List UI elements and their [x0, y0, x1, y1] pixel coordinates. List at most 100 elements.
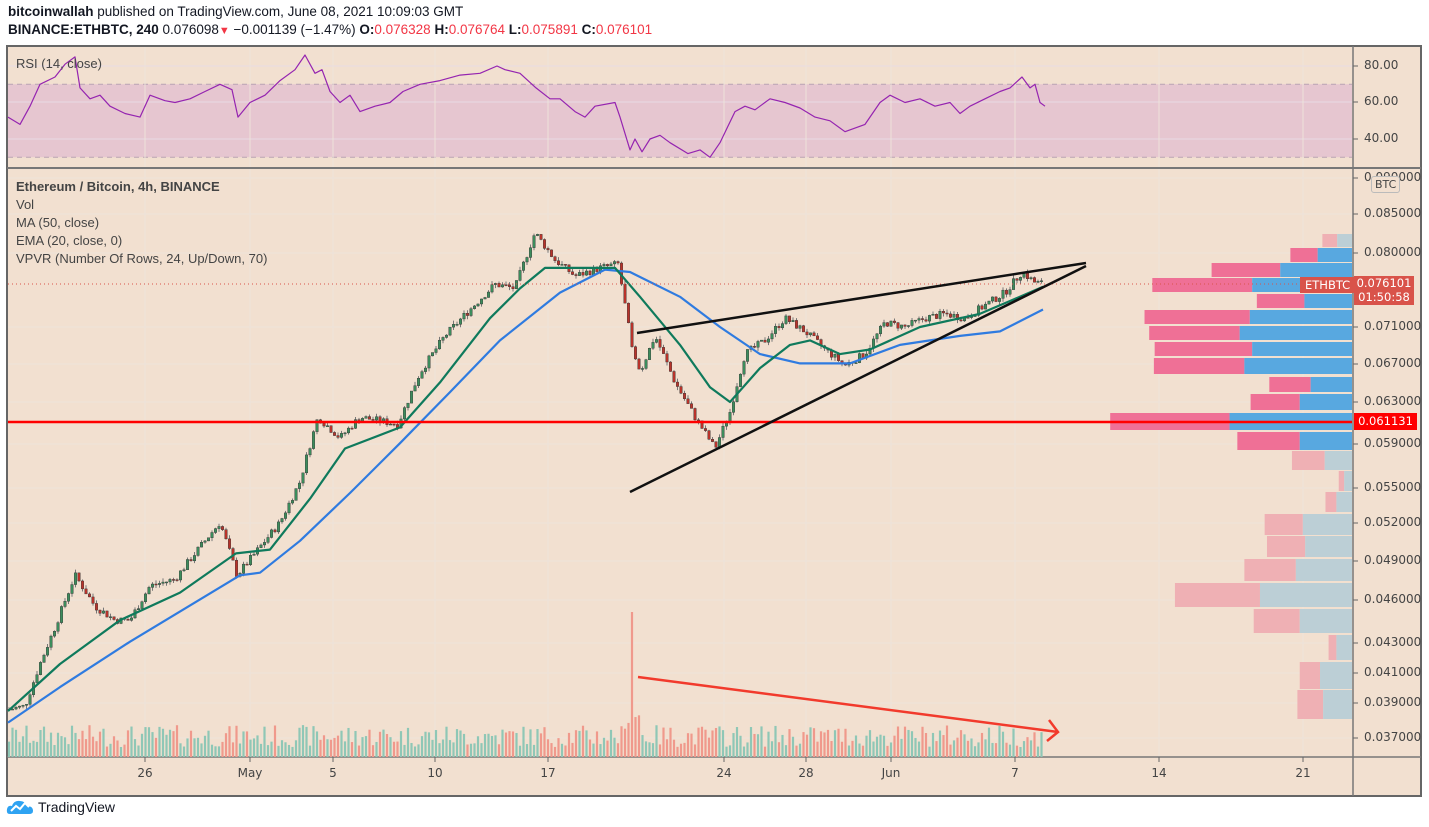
- volume-bar: [991, 742, 994, 757]
- candle-down: [368, 416, 372, 420]
- candle-up: [308, 448, 312, 456]
- volume-bar: [123, 744, 126, 757]
- candle-up: [150, 583, 154, 588]
- candle-up: [217, 526, 221, 529]
- volume-bar: [634, 717, 637, 757]
- candle-up: [70, 584, 74, 594]
- price-axis-label: 0.080000: [1364, 245, 1422, 259]
- volume-bar: [217, 746, 221, 757]
- candle-up: [73, 572, 77, 585]
- main-legend-title[interactable]: Ethereum / Bitcoin, 4h, BINANCE: [16, 179, 220, 194]
- candle-down: [550, 249, 554, 257]
- volume-bar: [417, 744, 420, 757]
- volume-bar: [459, 730, 462, 757]
- candle-up: [784, 315, 788, 324]
- candle-down: [623, 283, 627, 304]
- candle-up: [602, 264, 606, 266]
- candle-up: [858, 353, 862, 363]
- volume-bar: [56, 732, 60, 757]
- rsi-legend[interactable]: RSI (14, close): [16, 56, 102, 71]
- volume-bar: [60, 736, 63, 757]
- candle-up: [578, 272, 582, 276]
- volume-bar: [434, 730, 438, 757]
- vpvr-down-bar: [1322, 234, 1338, 247]
- volume-bar: [28, 742, 32, 757]
- currency-badge[interactable]: BTC: [1371, 176, 1401, 193]
- volume-bar: [410, 742, 413, 757]
- volume-bar: [630, 612, 634, 757]
- candle-up: [196, 546, 200, 556]
- price-axis-label: 0.049000: [1364, 553, 1422, 567]
- volume-bar: [340, 730, 343, 757]
- vpvr-down-bar: [1338, 471, 1345, 491]
- tradingview-cloud-icon: [6, 800, 34, 814]
- volume-bar: [1036, 746, 1040, 757]
- volume-bar: [119, 746, 123, 757]
- volume-bar: [886, 745, 889, 757]
- volume-bar: [466, 744, 469, 757]
- volume-bar: [1029, 740, 1033, 757]
- vpvr-down-bar: [1250, 394, 1300, 410]
- volume-legend[interactable]: Vol: [16, 197, 35, 212]
- volume-bar: [354, 730, 357, 757]
- volume-bar: [280, 740, 284, 757]
- candle-up: [1039, 280, 1043, 282]
- volume-bar: [595, 731, 599, 757]
- candle-up: [525, 257, 529, 263]
- candle-up: [343, 432, 347, 435]
- time-axis-label: 26: [137, 766, 153, 780]
- candle-down: [707, 430, 711, 440]
- candle-up: [147, 587, 151, 595]
- candle-down: [350, 427, 354, 430]
- price-axis-label: 0.063000: [1364, 394, 1422, 408]
- ma50-legend[interactable]: MA (50, close): [16, 215, 100, 230]
- vpvr-up-bar: [1323, 690, 1352, 719]
- volume-bar: [207, 730, 210, 757]
- candle-down: [949, 313, 953, 318]
- volume-bar: [326, 739, 329, 757]
- volume-bar: [95, 741, 98, 757]
- price-axis-label: 0.055000: [1364, 480, 1422, 494]
- candle-up: [501, 284, 505, 288]
- volume-bar: [865, 735, 868, 757]
- time-axis-label: 10: [427, 766, 443, 780]
- volume-bar: [1040, 732, 1043, 757]
- tradingview-logo[interactable]: TradingView: [6, 798, 115, 816]
- vpvr-down-bar: [1153, 358, 1245, 374]
- volume-bar: [914, 737, 917, 757]
- candle-up: [406, 402, 410, 408]
- volume-bar: [35, 741, 39, 757]
- candle-down: [637, 358, 641, 370]
- volume-bar: [896, 726, 900, 757]
- price-axis-label: 0.039000: [1364, 695, 1422, 709]
- candle-down: [333, 432, 337, 436]
- candle-down: [802, 325, 806, 333]
- candle-down: [630, 322, 634, 347]
- candle-down: [606, 264, 610, 266]
- volume-bar: [1008, 744, 1012, 757]
- ema20-legend[interactable]: EMA (20, close, 0): [16, 233, 123, 248]
- volume-bar: [298, 727, 301, 757]
- volume-bar: [795, 745, 798, 757]
- vpvr-legend[interactable]: VPVR (Number Of Rows, 24, Up/Down, 70): [16, 251, 268, 266]
- candle-up: [938, 311, 942, 319]
- candle-down: [658, 339, 662, 348]
- volume-bar: [662, 727, 665, 757]
- volume-bar: [70, 725, 74, 757]
- volume-bar: [375, 741, 378, 757]
- symbol-price-tag: ETHBTC: [1300, 277, 1356, 293]
- candle-down: [245, 563, 249, 566]
- high-value: 0.076764: [448, 22, 506, 37]
- volume-bar: [732, 733, 735, 757]
- candle-up: [28, 694, 32, 705]
- candle-up: [522, 261, 526, 271]
- candle-up: [63, 601, 67, 607]
- time-axis-label: May: [237, 766, 263, 780]
- wedge-upper: [636, 261, 1087, 335]
- volume-bar: [553, 746, 557, 757]
- volume-bar: [700, 726, 704, 757]
- volume-bar: [427, 732, 431, 757]
- volume-bar: [448, 740, 452, 757]
- volume-bar: [361, 737, 364, 757]
